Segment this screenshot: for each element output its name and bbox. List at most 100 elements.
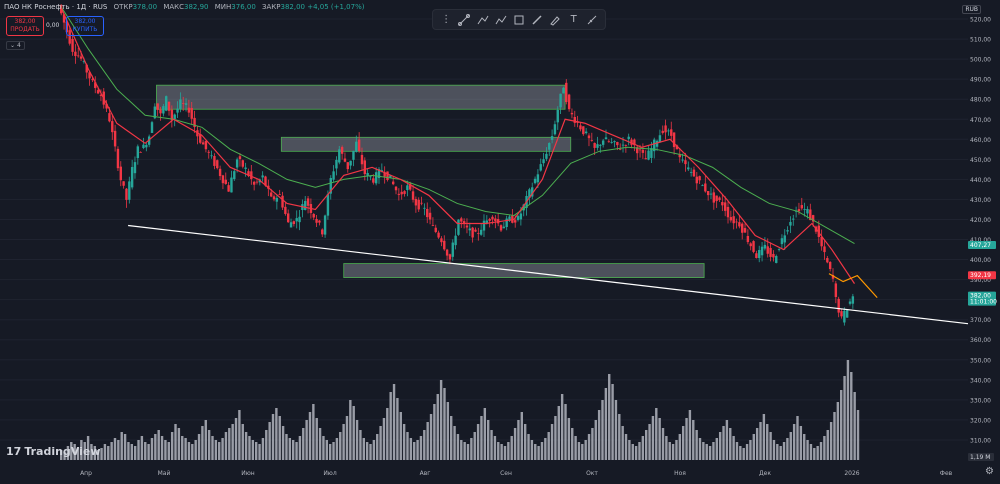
volume-bar [154,434,157,460]
volume-bar [130,444,134,460]
volume-bar [288,438,292,460]
rectangle-icon[interactable] [511,12,527,28]
close-value: 382,00 [280,3,306,11]
open-value: 378,00 [132,3,158,11]
volume-bar [392,384,396,460]
candle-body [440,238,443,243]
buy-button[interactable]: 382,00 КУПИТЬ [66,16,104,36]
volume-bar [789,432,792,460]
candle-body [789,221,792,226]
volume-bar [376,434,379,460]
volume-bar [813,448,816,460]
x-month-label: Дек [759,470,771,477]
trendline[interactable] [128,224,969,325]
candle-body [352,150,355,160]
volume-bar [365,442,369,460]
y-tick-label: 370,00 [970,317,991,324]
candle-body [828,261,832,270]
trendline-icon[interactable] [456,12,472,28]
settings-gear-icon[interactable]: ⚙ [985,466,994,477]
candle-body [292,221,296,225]
y-tick-label: 420,00 [970,217,991,224]
candle-body [553,124,557,135]
volume-bar [305,420,308,460]
volume-bar [93,446,97,460]
volume-bar [251,440,255,460]
volume-bar [335,438,339,460]
volume-bar [718,432,722,460]
candle-body [672,132,676,148]
tradingview-logo-text: TradingView [24,445,101,458]
projection-path[interactable] [828,273,878,299]
volume-bar [651,416,655,460]
candle-body [60,5,63,14]
volume-bar [123,434,127,460]
volume-bar [86,436,90,460]
candle-body [406,185,409,191]
text-icon[interactable]: T [570,14,577,25]
volume-bar [285,434,288,460]
volume-bar [443,388,446,460]
candle-body [780,238,784,245]
candle-body [318,220,321,223]
volume-bar [641,436,645,460]
ema-slow-line[interactable] [59,4,855,244]
symbol-title[interactable]: ПАО НК Роснефть · 1Д · RUS [4,3,108,11]
volume-bar [413,442,416,460]
candle-body [304,200,307,210]
candle-body [760,246,764,256]
candle-body [559,93,562,108]
candle-body [610,142,613,143]
ema-fast-line[interactable] [59,4,855,284]
brush-icon[interactable] [529,12,545,28]
candle-body [201,142,205,145]
grip-icon[interactable]: ⋮ [441,14,452,25]
candle-body [573,117,576,123]
fib-icon[interactable] [475,12,491,28]
candle-body [349,160,352,166]
volume-bar [658,418,661,460]
candle-body [579,125,582,130]
candle-body [786,230,789,232]
currency-label[interactable]: RUB [962,5,981,14]
volume-bar [510,436,513,460]
volume-bar [769,432,772,460]
volume-bar [819,442,823,460]
candle-body [567,94,571,110]
volume-bar [503,446,507,460]
volume-bar [755,428,759,460]
measure-icon[interactable] [584,12,600,28]
path-icon[interactable] [493,12,509,28]
candle-body [156,103,159,110]
x-month-label: Сен [500,470,512,477]
volume-bar [137,440,140,460]
candle-body [698,176,701,181]
volume-bar [725,420,729,460]
volume-bar [507,442,510,460]
candle-body [355,141,358,152]
volume-bar [799,426,803,460]
volume-bar [560,394,564,460]
volume-bar [695,430,698,460]
spread-value: 0,00 [46,22,60,29]
volume-bar [308,412,312,460]
low-value: 376,00 [231,3,256,11]
candle-body [366,173,369,177]
sell-button[interactable]: 382,00 ПРОДАТЬ [6,16,44,36]
candle-body [85,64,88,73]
volume-bar [846,360,850,460]
candle-body [224,179,227,184]
pen-icon[interactable] [547,12,563,28]
indicators-toggle[interactable]: ⌄ 4 [6,41,25,50]
candle-body [550,136,554,140]
volume-bar [83,442,86,460]
volume-bar [614,400,618,460]
price-axis: 520,00 510,00 500,00 490,00 480,00 470,00 460,… [970,17,991,445]
candle-body [150,122,154,133]
volume-bar [722,426,725,460]
y-tick-label: 480,00 [970,97,991,104]
candle-body [479,229,483,235]
candle-body [533,178,537,184]
tradingview-logo: 𝟭𝟳 TradingView [6,445,101,458]
